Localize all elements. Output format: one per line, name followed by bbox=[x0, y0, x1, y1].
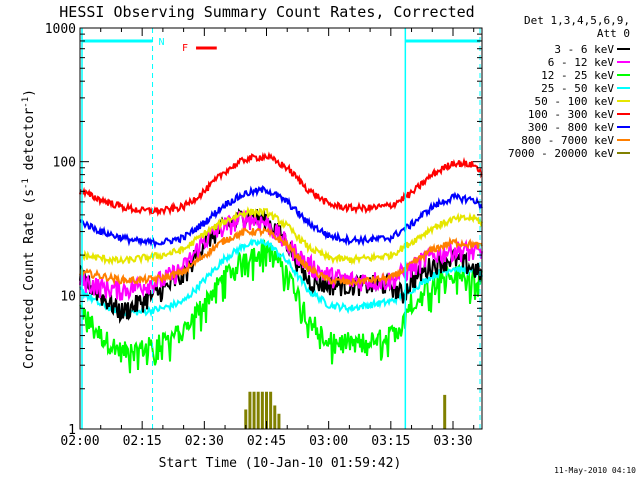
series-12-25-kev bbox=[79, 239, 483, 374]
x-axis-label: Start Time (10-Jan-10 01:59:42) bbox=[159, 456, 402, 471]
legend-entry-label: 50 - 100 keV bbox=[535, 95, 615, 108]
y-tick-label: 10 bbox=[60, 289, 76, 304]
night-flag-label: N bbox=[159, 37, 165, 48]
y-tick-label: 1 bbox=[68, 423, 76, 438]
legend-entry-label: 100 - 300 keV bbox=[528, 108, 614, 121]
legend-entry-label: 300 - 800 keV bbox=[528, 121, 614, 134]
legend-entry-label: 25 - 50 keV bbox=[541, 82, 614, 95]
y-axis-label: Corrected Count Rate (s-1 detector-1) bbox=[21, 89, 37, 369]
x-tick-label: 02:15 bbox=[123, 434, 162, 449]
legend-header-line-1: Det 1,3,4,5,6,9, bbox=[524, 14, 630, 27]
flare-flag-label: F bbox=[182, 43, 188, 54]
legend-entry-label: 6 - 12 keV bbox=[548, 56, 615, 69]
series-7000-20000-kev bbox=[244, 391, 447, 429]
series-100-300-kev bbox=[79, 151, 483, 217]
x-tick-label: 02:45 bbox=[247, 434, 286, 449]
x-tick-label: 02:00 bbox=[60, 434, 99, 449]
chart-title: HESSI Observing Summary Count Rates, Cor… bbox=[59, 3, 474, 21]
series-800-7000-kev bbox=[79, 226, 483, 287]
series-25-50-kev bbox=[79, 237, 483, 318]
series-6-12-kev bbox=[79, 210, 483, 302]
tick-layer: 02:00 02:15 02:30 02:45 03:00 03:15 03:30 1 10 10… bbox=[45, 22, 482, 449]
x-tick-label: 03:15 bbox=[371, 434, 410, 449]
legend-entry-label: 12 - 25 keV bbox=[541, 69, 614, 82]
x-tick-label: 03:00 bbox=[309, 434, 348, 449]
overlay-layer: NF bbox=[81, 28, 481, 429]
series-300-800-kev bbox=[79, 185, 483, 250]
generation-timestamp: 11-May-2010 04:10 bbox=[554, 466, 636, 475]
legend-entry-label: 800 - 7000 keV bbox=[521, 134, 614, 147]
y-tick-label: 100 bbox=[53, 156, 76, 171]
legend-entry-label: 7000 - 20000 keV bbox=[508, 147, 614, 160]
x-tick-label: 03:30 bbox=[433, 434, 472, 449]
legend-header-line-2: Att 0 bbox=[597, 27, 630, 40]
plot-frame bbox=[79, 27, 483, 430]
y-tick-label: 1000 bbox=[45, 22, 76, 37]
series-50-100-kev bbox=[79, 206, 483, 266]
legend-entry-label: 3 - 6 keV bbox=[554, 43, 614, 56]
series-layer bbox=[79, 151, 483, 429]
x-tick-label: 02:30 bbox=[185, 434, 224, 449]
